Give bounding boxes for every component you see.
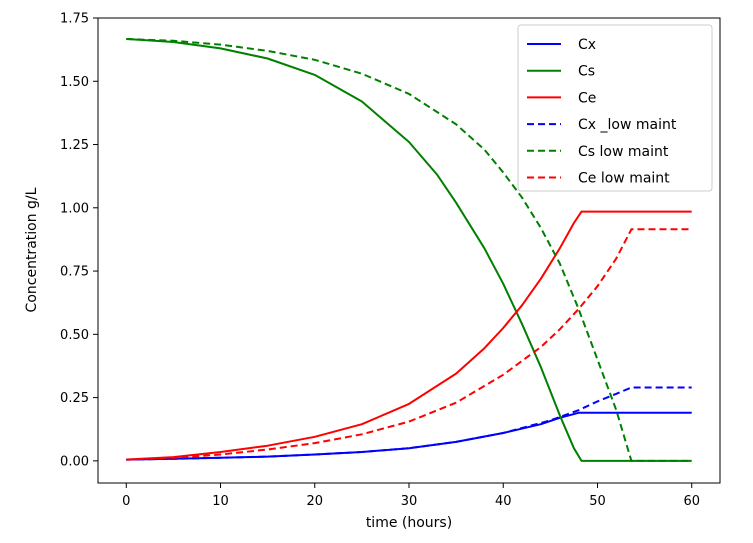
y-tick-label: 1.25 — [60, 138, 89, 153]
y-tick-label: 1.00 — [60, 201, 89, 216]
y-axis-label: Concentration g/L — [24, 187, 40, 312]
series-line-cs-low-maint — [126, 38, 692, 462]
legend-label: Cs — [578, 64, 595, 80]
x-tick-label: 10 — [212, 494, 229, 509]
x-tick-label: 50 — [589, 494, 606, 509]
legend-label: Cx _low maint — [578, 117, 677, 133]
x-tick-label: 20 — [306, 494, 323, 509]
x-tick-label: 40 — [495, 494, 512, 509]
legend-box — [517, 24, 713, 192]
y-tick-label: 1.75 — [60, 12, 89, 27]
x-tick-label: 30 — [401, 494, 418, 509]
legend-label: Cs low maint — [578, 144, 669, 160]
y-tick-label: 1.50 — [60, 75, 89, 90]
legend-label: Cx — [578, 37, 596, 53]
series-layer — [126, 38, 692, 462]
y-tick-label: 0.75 — [60, 265, 89, 280]
x-tick-label: 0 — [122, 494, 130, 509]
series-line-cs — [126, 38, 692, 462]
series-line-ce — [126, 210, 692, 461]
legend-label: Ce — [578, 90, 596, 106]
x-tick-label: 60 — [683, 494, 700, 509]
series-line-ce-low-maint — [126, 228, 692, 461]
x-axis-label: time (hours) — [366, 515, 452, 531]
legend: Cx Cs Ce Cx _low maint Cs low maint Ce low ma… — [517, 24, 713, 192]
y-tick-label: 0.00 — [60, 454, 89, 469]
x-axis: 0 10 20 30 40 50 60 — [122, 483, 700, 509]
y-tick-label: 0.50 — [60, 328, 89, 343]
y-axis: 0.00 0.25 0.50 0.75 1.00 1.25 1.50 1.75 — [60, 12, 98, 469]
legend-label: Ce low maint — [578, 171, 670, 187]
y-tick-label: 0.25 — [60, 391, 89, 406]
series-line-cx-low-maint — [126, 386, 692, 461]
